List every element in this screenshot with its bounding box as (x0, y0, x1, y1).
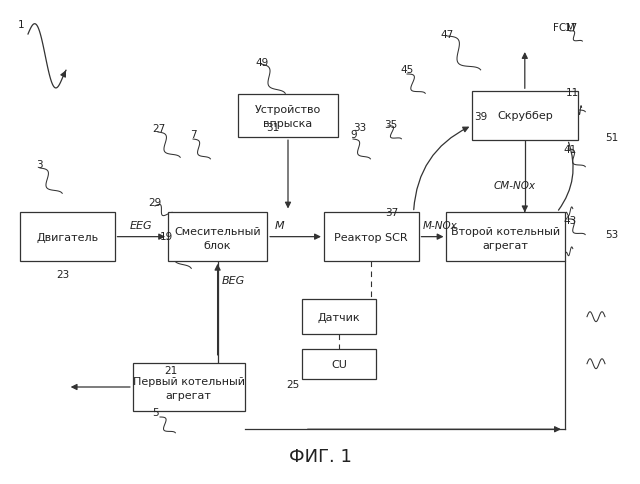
Text: 43: 43 (563, 215, 576, 226)
Text: агрегат: агрегат (483, 240, 529, 250)
Text: 41: 41 (563, 145, 576, 155)
Text: Скруббер: Скруббер (497, 111, 553, 121)
Text: 25: 25 (286, 379, 300, 389)
Text: BEG: BEG (221, 275, 245, 285)
FancyBboxPatch shape (168, 213, 268, 261)
Text: 19: 19 (160, 231, 173, 242)
Text: M-NOx: M-NOx (422, 220, 458, 230)
Text: Двигатель: Двигатель (36, 232, 99, 242)
Text: Второй котельный: Второй котельный (451, 226, 560, 236)
FancyBboxPatch shape (447, 213, 565, 261)
FancyArrowPatch shape (413, 128, 468, 210)
Text: Датчик: Датчик (318, 312, 360, 322)
FancyBboxPatch shape (303, 349, 376, 379)
Text: Реактор SCR: Реактор SCR (334, 232, 408, 242)
Text: 37: 37 (385, 208, 398, 217)
Text: 49: 49 (255, 58, 268, 68)
Text: CU: CU (332, 359, 347, 369)
Text: 3: 3 (36, 160, 43, 170)
Text: EEG: EEG (130, 220, 152, 230)
Text: 45: 45 (400, 65, 413, 75)
Text: 17: 17 (565, 23, 579, 33)
Text: 9: 9 (350, 130, 356, 140)
Text: FCM: FCM (553, 23, 575, 33)
Text: агрегат: агрегат (166, 390, 212, 400)
Text: 53: 53 (605, 229, 618, 240)
Text: M: M (275, 220, 285, 230)
Text: 27: 27 (152, 124, 165, 134)
Text: 33: 33 (353, 123, 366, 133)
Text: CM-NOx: CM-NOx (494, 181, 536, 191)
Text: 1: 1 (18, 20, 24, 30)
FancyArrowPatch shape (559, 143, 573, 211)
Text: Устройство: Устройство (255, 105, 321, 115)
Text: 11: 11 (566, 88, 579, 98)
Text: 31: 31 (266, 123, 279, 133)
Text: 21: 21 (164, 365, 177, 375)
FancyBboxPatch shape (239, 94, 338, 138)
Text: Смесительный: Смесительный (174, 226, 261, 236)
Text: блок: блок (204, 240, 231, 250)
Text: Первый котельный: Первый котельный (133, 376, 244, 386)
Text: впрыска: впрыска (264, 119, 312, 129)
Text: 47: 47 (440, 30, 453, 40)
Text: 39: 39 (474, 112, 487, 122)
FancyBboxPatch shape (20, 213, 115, 261)
Text: 35: 35 (384, 120, 397, 130)
FancyBboxPatch shape (303, 300, 376, 334)
Text: 23: 23 (56, 270, 69, 279)
Text: ФИГ. 1: ФИГ. 1 (289, 447, 351, 465)
FancyBboxPatch shape (133, 363, 244, 411)
FancyBboxPatch shape (324, 213, 419, 261)
Text: 7: 7 (190, 130, 196, 140)
Text: 29: 29 (148, 197, 161, 208)
FancyBboxPatch shape (472, 92, 577, 140)
Text: 51: 51 (605, 133, 618, 143)
Text: 5: 5 (152, 407, 159, 417)
